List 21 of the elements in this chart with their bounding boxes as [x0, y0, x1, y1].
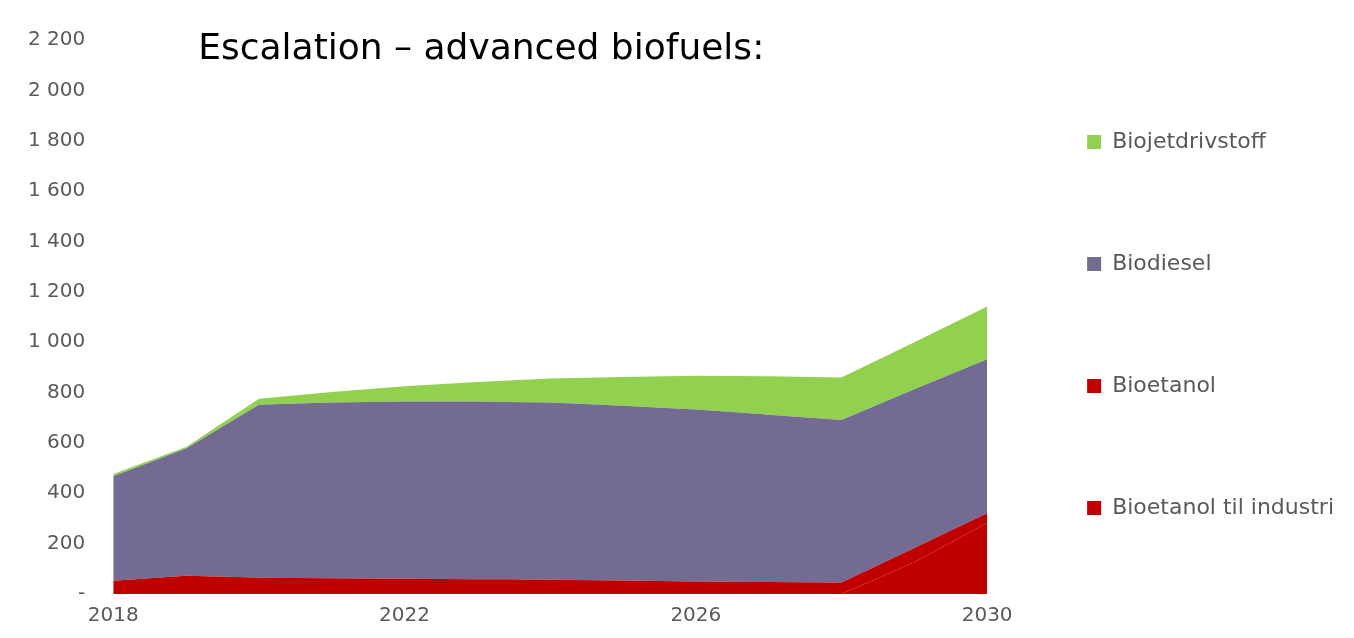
y-tick-label: -: [78, 580, 86, 605]
legend-label: Bioetanol til industri: [1112, 493, 1335, 519]
x-tick-label: 2018: [87, 602, 139, 627]
y-tick-label: 2 200: [27, 26, 86, 51]
y-tick-label: 600: [47, 429, 86, 454]
y-tick-label: 200: [47, 529, 86, 554]
legend-label: Biodiesel: [1112, 249, 1212, 275]
legend-label: Biojetdrivstoff: [1112, 127, 1267, 153]
y-tick-label: 1 800: [27, 126, 86, 151]
y-tick-label: 1 400: [27, 227, 86, 252]
x-tick-label: 2026: [670, 602, 722, 627]
y-tick-label: 1 600: [27, 177, 86, 202]
y-tick-label: 1 200: [27, 278, 86, 303]
y-tick-label: 800: [47, 378, 86, 403]
y-tick-label: 2 000: [27, 76, 86, 101]
legend-label: Bioetanol: [1112, 371, 1216, 397]
y-tick-label: 1 000: [27, 328, 86, 353]
chart-title: Escalation – advanced biofuels:: [198, 26, 765, 68]
y-tick-label: 400: [47, 479, 86, 504]
x-tick-label: 2022: [379, 602, 430, 627]
x-tick-label: 2030: [961, 602, 1013, 627]
